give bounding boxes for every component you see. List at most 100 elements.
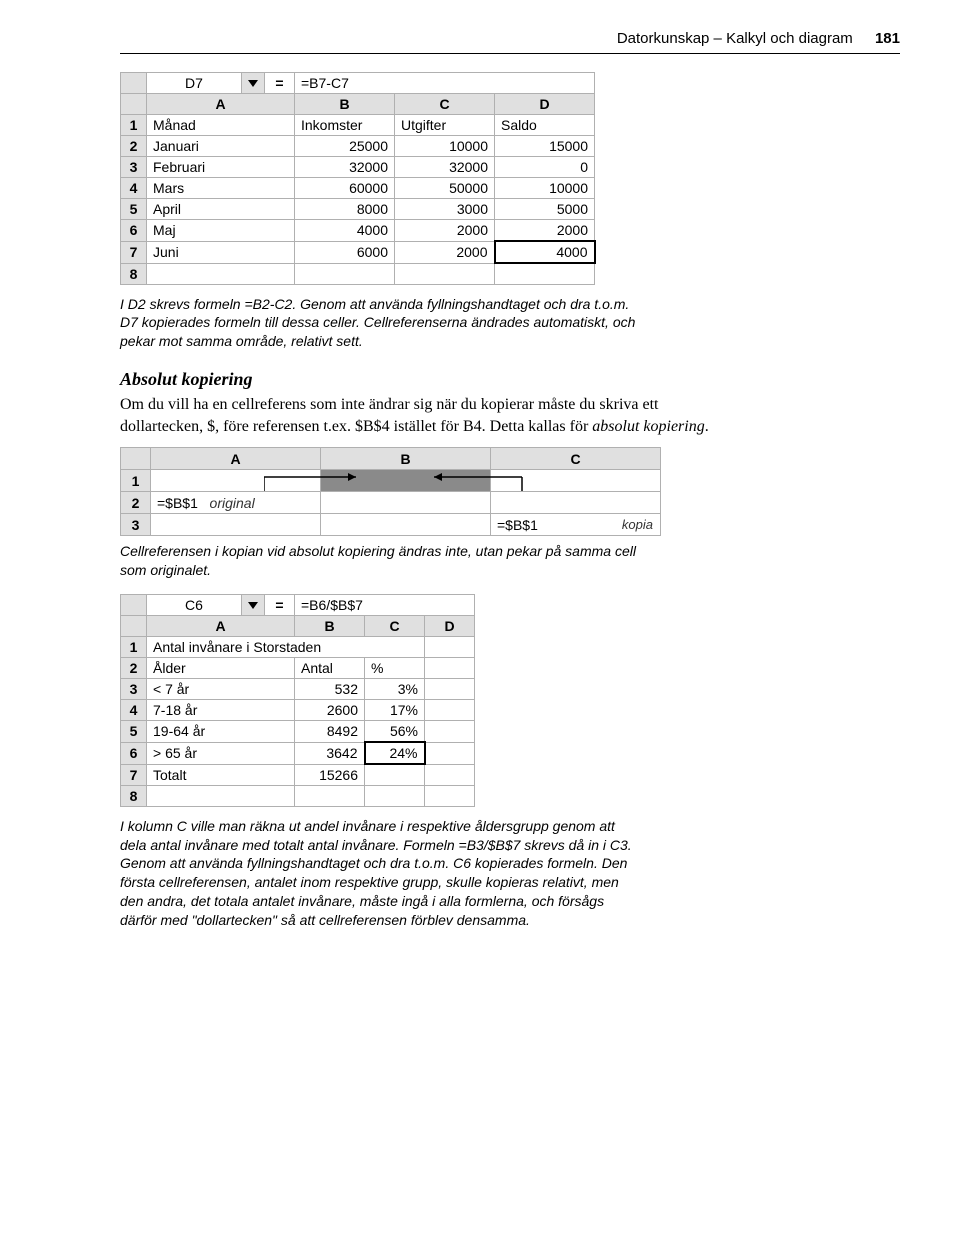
cell[interactable]: % bbox=[365, 658, 425, 679]
cell[interactable] bbox=[365, 785, 425, 806]
cell[interactable]: 10000 bbox=[395, 136, 495, 157]
cell[interactable]: 3000 bbox=[395, 199, 495, 220]
cell[interactable]: 532 bbox=[295, 679, 365, 700]
caption-1: I D2 skrevs formeln =B2-C2. Genom att an… bbox=[120, 295, 640, 352]
cell[interactable] bbox=[425, 700, 475, 721]
cell[interactable]: 15000 bbox=[495, 136, 595, 157]
body-em: absolut kopiering bbox=[592, 418, 704, 435]
cell[interactable]: 2000 bbox=[395, 241, 495, 263]
cell[interactable]: Inkomster bbox=[295, 115, 395, 136]
cell[interactable]: 7-18 år bbox=[147, 700, 295, 721]
cell[interactable] bbox=[295, 785, 365, 806]
formula-bar[interactable]: =B7-C7 bbox=[295, 73, 595, 94]
col-B[interactable]: B bbox=[295, 94, 395, 115]
row-4[interactable]: 4 bbox=[121, 178, 147, 199]
col-D[interactable]: D bbox=[495, 94, 595, 115]
cell[interactable]: 60000 bbox=[295, 178, 395, 199]
cell[interactable]: 19-64 år bbox=[147, 721, 295, 743]
cell[interactable]: 6000 bbox=[295, 241, 395, 263]
row-1[interactable]: 1 bbox=[121, 115, 147, 136]
cell[interactable]: Antal bbox=[295, 658, 365, 679]
cell[interactable]: 17% bbox=[365, 700, 425, 721]
cell[interactable]: 2600 bbox=[295, 700, 365, 721]
row-5[interactable]: 5 bbox=[121, 199, 147, 220]
cell[interactable]: 3642 bbox=[295, 742, 365, 764]
cell[interactable]: April bbox=[147, 199, 295, 220]
cell[interactable] bbox=[425, 721, 475, 743]
cell[interactable]: 3% bbox=[365, 679, 425, 700]
row-1[interactable]: 1 bbox=[121, 637, 147, 658]
cell[interactable]: 10000 bbox=[495, 178, 595, 199]
cell[interactable]: 4000 bbox=[295, 220, 395, 242]
cell[interactable]: 0 bbox=[495, 157, 595, 178]
cell[interactable]: < 7 år bbox=[147, 679, 295, 700]
cell[interactable]: 2000 bbox=[495, 220, 595, 242]
body-paragraph-1: Om du vill ha en cellreferens som inte ä… bbox=[120, 394, 740, 437]
cell[interactable] bbox=[495, 263, 595, 284]
formula-bar[interactable]: =B6/$B$7 bbox=[295, 595, 475, 616]
spreadsheet-1: D7==B7-C7ABCD1MånadInkomsterUtgifterSald… bbox=[120, 72, 596, 285]
row-8[interactable]: 8 bbox=[121, 785, 147, 806]
cell[interactable]: 32000 bbox=[395, 157, 495, 178]
cell[interactable]: 50000 bbox=[395, 178, 495, 199]
row-1: 1 bbox=[121, 470, 151, 492]
cell[interactable]: 56% bbox=[365, 721, 425, 743]
col-A: A bbox=[151, 448, 321, 470]
cell[interactable]: Utgifter bbox=[395, 115, 495, 136]
cell[interactable]: Totalt bbox=[147, 764, 295, 785]
dropdown-icon[interactable] bbox=[242, 595, 265, 616]
col-A[interactable]: A bbox=[147, 616, 295, 637]
row-3[interactable]: 3 bbox=[121, 679, 147, 700]
cell[interactable]: Maj bbox=[147, 220, 295, 242]
cell[interactable]: 15266 bbox=[295, 764, 365, 785]
cell[interactable]: 8000 bbox=[295, 199, 395, 220]
row-6[interactable]: 6 bbox=[121, 742, 147, 764]
cell[interactable]: 32000 bbox=[295, 157, 395, 178]
spreadsheet-2: C6==B6/$B$7ABCD1Antal invånare i Storsta… bbox=[120, 594, 475, 807]
row-8[interactable]: 8 bbox=[121, 263, 147, 284]
cell[interactable] bbox=[425, 679, 475, 700]
row-2[interactable]: 2 bbox=[121, 658, 147, 679]
cell[interactable]: 25000 bbox=[295, 136, 395, 157]
cell[interactable] bbox=[395, 263, 495, 284]
cell[interactable] bbox=[425, 742, 475, 764]
name-box[interactable]: D7 bbox=[147, 73, 242, 94]
cell[interactable]: Juni bbox=[147, 241, 295, 263]
cell[interactable] bbox=[295, 263, 395, 284]
cell[interactable]: 24% bbox=[365, 742, 425, 764]
cell[interactable]: 2000 bbox=[395, 220, 495, 242]
row-7[interactable]: 7 bbox=[121, 764, 147, 785]
row-2[interactable]: 2 bbox=[121, 136, 147, 157]
cell[interactable] bbox=[147, 785, 295, 806]
target-b1 bbox=[321, 470, 491, 492]
col-A[interactable]: A bbox=[147, 94, 295, 115]
cell[interactable]: Månad bbox=[147, 115, 295, 136]
cell[interactable]: Antal invånare i Storstaden bbox=[147, 637, 425, 658]
cell[interactable]: Ålder bbox=[147, 658, 295, 679]
col-C[interactable]: C bbox=[395, 94, 495, 115]
dropdown-icon[interactable] bbox=[242, 73, 265, 94]
col-C[interactable]: C bbox=[365, 616, 425, 637]
row-6[interactable]: 6 bbox=[121, 220, 147, 242]
cell[interactable]: Januari bbox=[147, 136, 295, 157]
cell[interactable] bbox=[147, 263, 295, 284]
row-4[interactable]: 4 bbox=[121, 700, 147, 721]
row-5[interactable]: 5 bbox=[121, 721, 147, 743]
row-3[interactable]: 3 bbox=[121, 157, 147, 178]
cell[interactable]: Mars bbox=[147, 178, 295, 199]
col-B[interactable]: B bbox=[295, 616, 365, 637]
cell[interactable] bbox=[365, 764, 425, 785]
col-D[interactable]: D bbox=[425, 616, 475, 637]
cell[interactable]: Februari bbox=[147, 157, 295, 178]
cell[interactable]: 5000 bbox=[495, 199, 595, 220]
name-box[interactable]: C6 bbox=[147, 595, 242, 616]
cell[interactable] bbox=[425, 658, 475, 679]
cell[interactable]: Saldo bbox=[495, 115, 595, 136]
cell[interactable] bbox=[425, 637, 475, 658]
cell[interactable]: > 65 år bbox=[147, 742, 295, 764]
cell[interactable]: 8492 bbox=[295, 721, 365, 743]
cell[interactable] bbox=[425, 785, 475, 806]
row-7[interactable]: 7 bbox=[121, 241, 147, 263]
cell[interactable] bbox=[425, 764, 475, 785]
cell[interactable]: 4000 bbox=[495, 241, 595, 263]
